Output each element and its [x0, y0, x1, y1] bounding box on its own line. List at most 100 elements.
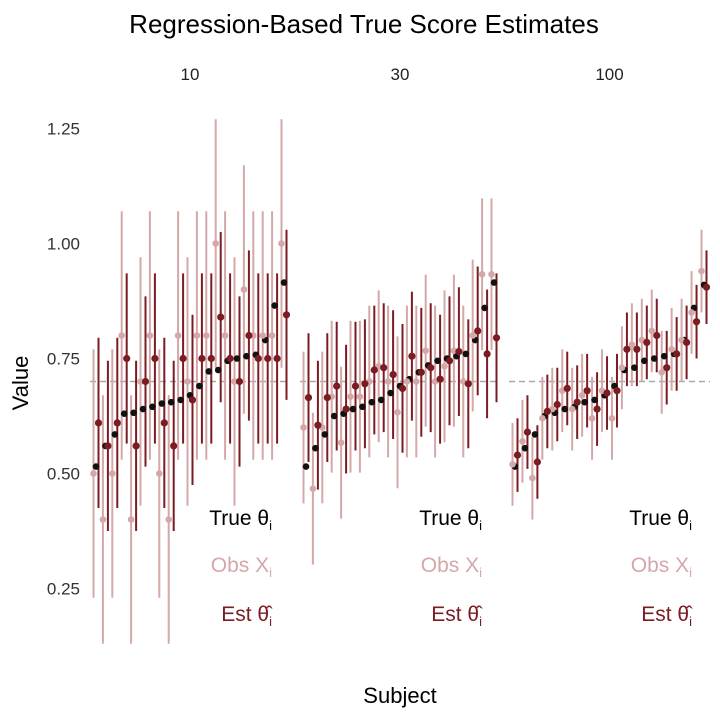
- obs-point: [648, 327, 656, 335]
- true-point: [434, 357, 441, 365]
- true-point: [481, 304, 488, 312]
- obs-point: [688, 309, 695, 316]
- panel-strip-label: 30: [391, 65, 410, 84]
- est-point: [132, 442, 140, 450]
- true-point: [368, 398, 376, 406]
- obs-point: [413, 378, 420, 385]
- est-point: [141, 377, 150, 386]
- y-tick-label: 1.00: [47, 235, 80, 254]
- est-point: [273, 354, 281, 363]
- legend-true-label-subscript: i: [689, 518, 692, 533]
- obs-point: [309, 485, 317, 492]
- legend-est-label-subscript: i: [269, 614, 272, 629]
- y-tick-label: 0.50: [47, 465, 80, 484]
- est-point: [264, 354, 272, 363]
- obs-point: [469, 332, 477, 339]
- obs-point: [394, 409, 401, 416]
- est-point: [188, 396, 197, 404]
- true-point: [641, 357, 648, 365]
- legend-true-label-text: True θ: [419, 507, 479, 530]
- true-point: [650, 355, 658, 362]
- est-point: [633, 345, 641, 353]
- panel-strip-label: 100: [595, 65, 623, 84]
- obs-point: [356, 393, 364, 400]
- est-point: [474, 327, 482, 335]
- obs-point: [628, 341, 636, 349]
- est-point: [323, 394, 331, 402]
- est-point: [104, 442, 112, 450]
- est-point: [563, 384, 571, 392]
- chart-title: Regression-Based True Score Estimates: [129, 9, 599, 39]
- obs-point: [422, 347, 430, 354]
- legend-est-label: Est θ̂i: [221, 603, 273, 629]
- est-point: [254, 354, 262, 363]
- obs-point: [259, 332, 267, 339]
- obs-point: [488, 271, 495, 278]
- obs-point: [174, 332, 182, 339]
- est-point: [613, 387, 621, 395]
- legend-est-label-text: Est θ̂: [431, 603, 483, 626]
- obs-point: [99, 516, 107, 523]
- obs-point: [608, 415, 616, 422]
- panel-strip-label: 10: [181, 65, 200, 84]
- est-point: [623, 345, 631, 353]
- y-tick-label: 0.25: [47, 580, 80, 599]
- est-point: [523, 428, 532, 436]
- est-point: [389, 371, 397, 379]
- true-point: [591, 396, 598, 404]
- obs-point: [509, 461, 516, 468]
- obs-point: [184, 378, 191, 385]
- est-point: [351, 382, 360, 390]
- est-point: [417, 368, 425, 376]
- est-point: [455, 348, 463, 356]
- est-point: [113, 419, 121, 427]
- obs-point: [658, 369, 666, 376]
- est-point: [643, 338, 651, 346]
- est-point: [304, 394, 313, 402]
- est-point: [427, 364, 435, 372]
- est-point: [245, 331, 253, 340]
- true-point: [111, 431, 119, 438]
- true-point: [243, 352, 250, 360]
- true-point: [521, 444, 529, 452]
- legend-obs-label-subscript: i: [689, 565, 692, 580]
- est-point: [160, 419, 168, 427]
- est-point: [370, 366, 378, 374]
- obs-point: [109, 470, 116, 477]
- est-point: [603, 389, 611, 397]
- legend-true-label: True θi: [209, 507, 272, 533]
- obs-point: [278, 240, 285, 247]
- obs-point: [668, 346, 675, 353]
- est-point: [702, 283, 711, 291]
- obs-point: [127, 516, 135, 523]
- est-point: [226, 354, 234, 363]
- true-point: [149, 403, 156, 411]
- obs-point: [137, 378, 144, 385]
- est-point: [380, 364, 388, 372]
- est-point: [179, 354, 187, 363]
- obs-point: [231, 378, 238, 385]
- obs-point: [212, 240, 219, 247]
- est-point: [235, 377, 244, 386]
- true-point: [631, 364, 638, 372]
- obs-point: [118, 332, 125, 339]
- obs-point: [478, 271, 486, 278]
- obs-point: [618, 364, 626, 372]
- true-point: [321, 431, 329, 438]
- obs-point: [337, 439, 345, 446]
- est-point: [314, 421, 322, 429]
- legend-est-label-text: Est θ̂: [221, 603, 273, 626]
- x-axis-label: Subject: [363, 683, 436, 708]
- est-point: [653, 331, 661, 340]
- obs-point: [221, 332, 229, 339]
- true-point: [205, 368, 213, 375]
- est-point: [207, 354, 215, 363]
- legend-est-label-text: Est θ̂: [641, 603, 693, 626]
- legend-true-label: True θi: [419, 507, 482, 533]
- est-point: [553, 400, 561, 409]
- obs-point: [441, 363, 448, 370]
- obs-point: [240, 286, 248, 293]
- est-point: [663, 364, 671, 372]
